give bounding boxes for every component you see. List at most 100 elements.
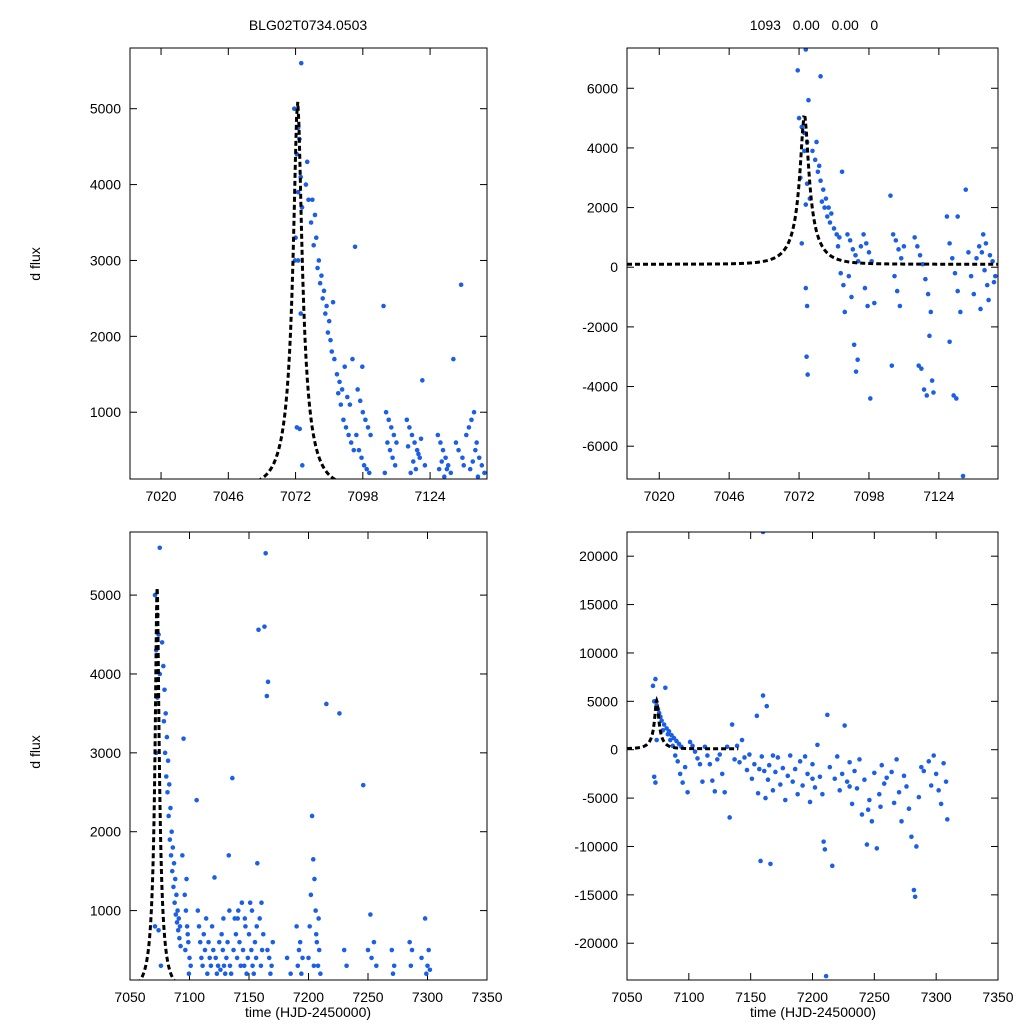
- x-tick-label: 7300: [412, 989, 443, 1005]
- data-point: [269, 963, 274, 969]
- data-point: [249, 947, 254, 953]
- data-point: [842, 309, 848, 315]
- data-point: [834, 232, 839, 237]
- data-point: [297, 426, 303, 432]
- data-point: [839, 771, 845, 777]
- data-point: [806, 97, 811, 103]
- data-point: [993, 273, 998, 279]
- data-point: [298, 60, 304, 66]
- data-point: [176, 916, 182, 921]
- data-point: [929, 378, 935, 383]
- data-point: [978, 306, 983, 312]
- data-point: [298, 311, 304, 316]
- data-point: [325, 330, 331, 335]
- data-point: [800, 783, 805, 788]
- data-point: [161, 718, 167, 724]
- y-tick-label: 2000: [587, 200, 618, 216]
- data-point: [344, 963, 349, 969]
- data-point: [760, 532, 766, 535]
- data-point: [925, 291, 931, 297]
- data-point: [326, 318, 332, 324]
- data-point: [850, 247, 856, 252]
- data-point: [443, 455, 448, 461]
- panel-bottom-left: 7050 7100 7150 7200 7250 7300 7350 1000 2000 3000…: [90, 531, 503, 1005]
- x-tick-label: 7046: [213, 488, 244, 504]
- data-point: [458, 282, 464, 288]
- data-point: [680, 780, 685, 785]
- data-point: [173, 912, 179, 917]
- data-point: [311, 242, 316, 248]
- data-point: [244, 971, 249, 976]
- data-point: [899, 819, 904, 824]
- data-point: [785, 773, 791, 779]
- data-point: [368, 432, 373, 438]
- data-point: [310, 857, 316, 862]
- data-point: [177, 924, 183, 929]
- data-point: [259, 947, 265, 953]
- data-point: [855, 357, 860, 362]
- data-point: [304, 159, 310, 165]
- data-point: [164, 734, 170, 740]
- data-point: [424, 971, 429, 976]
- data-point: [861, 232, 866, 237]
- data-point: [168, 805, 173, 811]
- y-tick-label: 2000: [90, 824, 121, 840]
- data-point: [175, 928, 181, 933]
- data-point: [757, 766, 762, 772]
- data-point: [863, 241, 869, 246]
- data-point: [775, 755, 781, 760]
- data-point: [174, 892, 179, 898]
- data-point: [810, 761, 815, 767]
- data-point: [257, 916, 263, 921]
- data-point: [338, 402, 344, 407]
- y-tick-label: 5000: [90, 101, 121, 117]
- data-point: [849, 294, 854, 300]
- data-point: [665, 731, 671, 737]
- data-point: [841, 282, 846, 288]
- data-point: [295, 189, 301, 195]
- data-point: [974, 255, 979, 261]
- data-point: [299, 971, 304, 976]
- data-point: [310, 197, 315, 203]
- data-point: [195, 908, 201, 913]
- data-point: [904, 784, 909, 789]
- ylabel-top: d flux: [27, 247, 43, 280]
- data-point: [842, 723, 847, 728]
- data-point: [343, 425, 349, 430]
- data-point: [780, 765, 786, 771]
- data-point: [919, 764, 924, 770]
- data-point: [334, 371, 340, 377]
- data-point: [167, 837, 173, 842]
- y-tick-label: 10000: [579, 645, 618, 661]
- data-point: [246, 931, 252, 937]
- y-tick-label: -4000: [582, 379, 618, 395]
- data-point: [323, 311, 328, 316]
- data-point: [394, 440, 399, 445]
- y-tick-label: 2000: [90, 328, 121, 344]
- data-point: [245, 955, 251, 961]
- data-point: [958, 309, 963, 315]
- data-point: [306, 197, 311, 203]
- data-point: [183, 947, 188, 953]
- data-point: [299, 463, 305, 468]
- data-point: [881, 781, 887, 786]
- data-point: [404, 417, 410, 423]
- data-point: [171, 860, 177, 866]
- data-point: [893, 238, 899, 243]
- data-point: [849, 801, 855, 807]
- x-tick-label: 7046: [714, 488, 745, 504]
- data-point: [916, 794, 922, 800]
- data-point: [479, 463, 485, 468]
- data-point: [218, 967, 223, 973]
- data-point: [318, 971, 323, 976]
- data-point: [651, 774, 657, 780]
- data-point: [314, 939, 320, 945]
- data-point: [354, 432, 359, 438]
- data-point: [235, 908, 241, 913]
- data-point: [352, 244, 358, 250]
- data-point: [884, 775, 889, 781]
- data-point: [405, 444, 411, 449]
- data-point: [818, 74, 823, 79]
- data-point: [770, 753, 776, 758]
- data-point: [175, 908, 180, 913]
